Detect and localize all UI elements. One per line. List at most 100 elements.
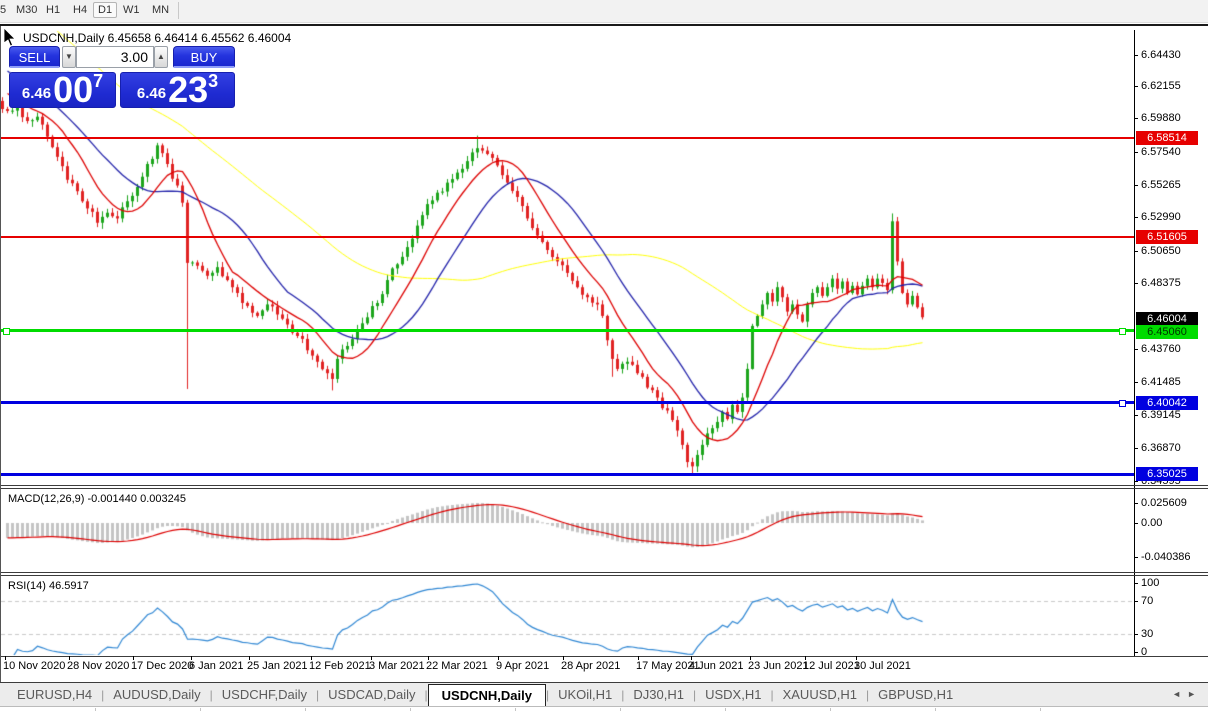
volume-decrease-button[interactable]: ▼ bbox=[62, 46, 76, 68]
price-tick-label: 70 bbox=[1141, 595, 1154, 607]
date-tick-mark bbox=[498, 656, 499, 660]
date-tick-label: 17 May 2021 bbox=[636, 660, 700, 672]
terminal-column-separator bbox=[515, 708, 516, 711]
volume-input[interactable] bbox=[76, 46, 154, 68]
price-tick-mark bbox=[1134, 634, 1138, 635]
tab-scroll-arrows[interactable]: ◄► bbox=[1172, 689, 1202, 699]
volume-increase-button[interactable]: ▲ bbox=[154, 46, 168, 68]
horizontal-line-6.45060[interactable] bbox=[1, 329, 1134, 332]
timeframe-toolbar: 5 M30 H1 H4 D1 W1 MN bbox=[0, 0, 1208, 23]
buy-button[interactable]: BUY bbox=[173, 46, 235, 68]
date-tick-label: 28 Apr 2021 bbox=[561, 660, 621, 672]
price-tick-label: 6.57540 bbox=[1141, 146, 1181, 158]
timeframe-button-m30[interactable]: M30 bbox=[16, 4, 38, 16]
date-tick-mark bbox=[5, 656, 6, 660]
tab-divider: | bbox=[316, 687, 320, 702]
price-tick-mark bbox=[1134, 152, 1138, 153]
rsi-label: RSI(14) 46.5917 bbox=[8, 580, 89, 592]
panel-separator[interactable] bbox=[1, 572, 1208, 573]
price-tick-label: 6.52990 bbox=[1141, 211, 1181, 223]
tab-divider: | bbox=[621, 687, 625, 702]
price-tick-label: 0.025609 bbox=[1141, 497, 1187, 509]
price-tick-label: 6.43760 bbox=[1141, 343, 1181, 355]
price-badge: 6.51605 bbox=[1136, 230, 1198, 244]
price-badge: 6.58514 bbox=[1136, 131, 1198, 145]
chart-tabs: EURUSD,H4 | AUDUSD,Daily | USDCHF,Daily | USDC… bbox=[8, 683, 962, 706]
date-tick-mark bbox=[563, 656, 564, 660]
buy-price-box[interactable]: 6.46 23 3 bbox=[120, 71, 235, 108]
tab-dj30-h1[interactable]: DJ30,H1 bbox=[633, 687, 684, 702]
price-tick-mark bbox=[1134, 349, 1138, 350]
line-anchor-marker[interactable] bbox=[3, 327, 10, 335]
line-anchor-marker[interactable] bbox=[1119, 399, 1126, 407]
date-tick-mark bbox=[191, 656, 192, 660]
date-tick-mark bbox=[428, 656, 429, 660]
buy-price-small: 6.46 bbox=[136, 85, 167, 102]
chart-window: USDCNH,Daily 6.45658 6.46414 6.45562 6.4… bbox=[0, 26, 1208, 686]
price-tick-label: 6.55265 bbox=[1141, 179, 1181, 191]
timeframe-button-w1[interactable]: W1 bbox=[123, 4, 140, 16]
terminal-column-separator bbox=[620, 708, 621, 711]
price-tick-mark bbox=[1134, 601, 1138, 602]
tab-scroll-right-icon[interactable]: ► bbox=[1187, 689, 1202, 699]
horizontal-line-6.51605[interactable] bbox=[1, 236, 1134, 238]
price-tick-label: 6.39145 bbox=[1141, 409, 1181, 421]
sell-price-big: 00 bbox=[53, 69, 94, 110]
price-tick-mark bbox=[1134, 448, 1138, 449]
date-tick-mark bbox=[69, 656, 70, 660]
terminal-column-separator bbox=[305, 708, 306, 711]
sell-price-sup: 7 bbox=[93, 71, 104, 91]
date-tick-mark bbox=[249, 656, 250, 660]
price-tick-label: -0.040386 bbox=[1141, 551, 1191, 563]
price-badge: 6.35025 bbox=[1136, 467, 1198, 481]
sell-button[interactable]: SELL bbox=[9, 46, 60, 68]
chart-window-top-border bbox=[0, 24, 1208, 26]
date-tick-label: 12 Feb 2021 bbox=[309, 660, 371, 672]
panel-separator[interactable] bbox=[1, 485, 1208, 486]
date-tick-label: 12 Jul 2021 bbox=[803, 660, 860, 672]
date-tick-mark bbox=[750, 656, 751, 660]
timeframe-button-5[interactable]: 5 bbox=[0, 4, 7, 16]
timeframe-button-h4[interactable]: H4 bbox=[73, 4, 88, 16]
date-tick-label: 25 Jan 2021 bbox=[247, 660, 308, 672]
tab-ukoil-h1[interactable]: UKOil,H1 bbox=[558, 687, 613, 702]
tab-usdcad-daily[interactable]: USDCAD,Daily bbox=[328, 687, 416, 702]
date-tick-label: 30 Jul 2021 bbox=[854, 660, 911, 672]
sell-price-box[interactable]: 6.46 00 7 bbox=[9, 69, 116, 110]
line-anchor-marker[interactable] bbox=[1119, 327, 1126, 335]
tab-usdcnh-daily[interactable]: USDCNH,Daily bbox=[427, 683, 546, 706]
chart-canvas[interactable] bbox=[1, 26, 1208, 686]
horizontal-line-6.58514[interactable] bbox=[1, 137, 1134, 139]
timeframe-button-h1[interactable]: H1 bbox=[46, 4, 61, 16]
tab-gbpusd-h1[interactable]: GBPUSD,H1 bbox=[878, 687, 954, 702]
terminal-column-separator bbox=[725, 708, 726, 711]
timeframe-button-d1[interactable]: D1 bbox=[93, 2, 118, 18]
price-tick-mark bbox=[1134, 523, 1138, 524]
date-tick-label: 10 Nov 2020 bbox=[3, 660, 66, 672]
horizontal-line-6.35025[interactable] bbox=[1, 473, 1134, 476]
date-tick-mark bbox=[805, 656, 806, 660]
date-tick-label: 28 Nov 2020 bbox=[67, 660, 130, 672]
terminal-column-separator bbox=[1040, 708, 1041, 711]
price-tick-mark bbox=[1134, 503, 1138, 504]
panel-separator bbox=[1, 656, 1208, 657]
terminal-column-separator bbox=[200, 708, 201, 711]
sell-price-small: 6.46 bbox=[21, 85, 52, 102]
tab-usdx-h1[interactable]: USDX,H1 bbox=[705, 687, 762, 702]
date-tick-mark bbox=[856, 656, 857, 660]
tab-xauusd-h1[interactable]: XAUUSD,H1 bbox=[782, 687, 858, 702]
date-tick-label: 6 Jan 2021 bbox=[189, 660, 244, 672]
tab-scroll-left-icon[interactable]: ◄ bbox=[1172, 689, 1188, 699]
tab-usdchf-daily[interactable]: USDCHF,Daily bbox=[221, 687, 308, 702]
horizontal-line-6.40042[interactable] bbox=[1, 401, 1134, 404]
chart-title: USDCNH,Daily 6.45658 6.46414 6.45562 6.4… bbox=[23, 31, 291, 45]
price-tick-mark bbox=[1134, 251, 1138, 252]
tab-divider: | bbox=[101, 687, 105, 702]
price-badge: 6.40042 bbox=[1136, 396, 1198, 410]
price-tick-mark bbox=[1134, 118, 1138, 119]
price-tick-mark bbox=[1134, 283, 1138, 284]
tab-audusd-daily[interactable]: AUDUSD,Daily bbox=[113, 687, 201, 702]
timeframe-button-mn[interactable]: MN bbox=[152, 4, 170, 16]
tab-divider: | bbox=[866, 687, 870, 702]
tab-eurusd-h4[interactable]: EURUSD,H4 bbox=[17, 687, 93, 702]
